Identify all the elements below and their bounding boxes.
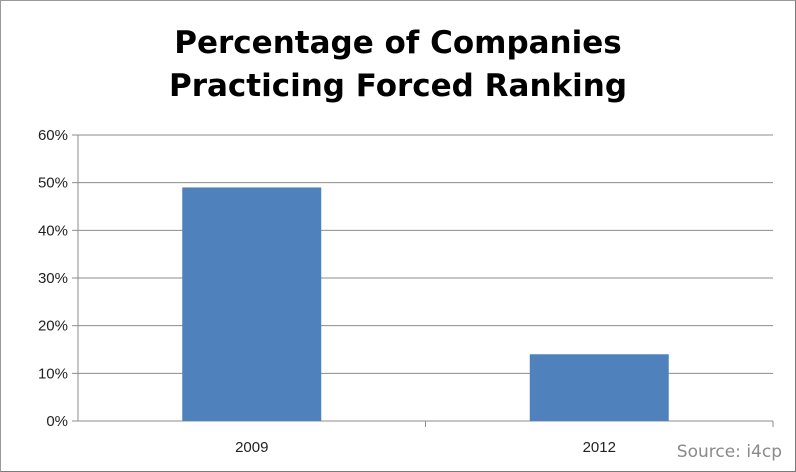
y-tick-label: 10% <box>38 365 68 382</box>
bar-2009 <box>182 187 322 421</box>
bar-2012 <box>529 354 669 421</box>
y-tick-label: 0% <box>46 413 68 430</box>
chart-title-line-1: Percentage of Companies <box>174 25 622 61</box>
y-tick-label: 40% <box>38 222 68 239</box>
x-tick-label: 2012 <box>583 439 616 456</box>
x-tick-label: 2009 <box>235 439 268 456</box>
source-note: Source: i4cp <box>676 442 782 462</box>
y-tick-label: 50% <box>38 175 68 192</box>
chart-title: Percentage of Companies Practicing Force… <box>0 22 796 108</box>
y-tick-label: 20% <box>38 318 68 335</box>
y-tick-label: 30% <box>38 270 68 287</box>
chart-title-line-2: Practicing Forced Ranking <box>168 68 628 104</box>
y-tick-label: 60% <box>38 127 68 144</box>
